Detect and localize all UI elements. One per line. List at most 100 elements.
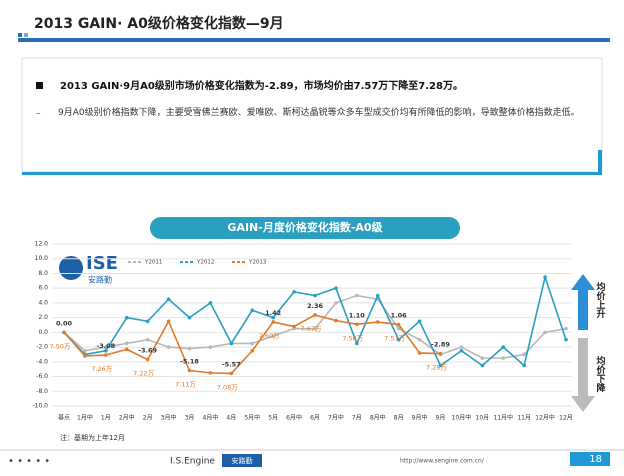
slide-title: 2013 GAIN· A0级价格变化指数—9月	[34, 15, 284, 32]
chart-title-bg	[150, 217, 460, 239]
y-tick-label: -6.0	[36, 373, 48, 380]
point	[104, 348, 108, 353]
point	[522, 363, 526, 368]
x-tick-label: 12月	[559, 415, 573, 422]
summary-box	[21, 57, 603, 173]
point	[271, 320, 275, 324]
point	[438, 363, 443, 368]
point	[438, 351, 443, 356]
x-tick-label: 1月中	[77, 414, 93, 422]
x-tick-label: 8月中	[370, 414, 386, 422]
x-tick-label: 12月中	[535, 414, 555, 422]
point	[564, 337, 568, 342]
point	[417, 337, 422, 342]
x-tick-label: 11月	[517, 415, 531, 422]
point	[208, 345, 213, 349]
x-tick-label: 6月	[310, 415, 320, 422]
y-tick-label: -4.0	[36, 358, 48, 365]
price-label: 7.67万	[301, 325, 322, 333]
point	[480, 363, 485, 368]
point	[229, 371, 234, 376]
point	[104, 353, 108, 357]
x-tick-label: 基点	[58, 414, 70, 422]
point	[145, 337, 150, 342]
down-label: 均价下降	[595, 355, 606, 393]
price-label: 7.60万	[259, 332, 280, 340]
y-tick-label: -8.0	[36, 388, 48, 395]
data-label: -3.08	[96, 342, 115, 350]
point	[313, 313, 317, 317]
footer-dots: • • • • •	[8, 456, 50, 467]
point	[543, 330, 547, 335]
x-tick-label: 8月	[394, 415, 404, 422]
point	[355, 293, 359, 298]
point	[480, 356, 485, 360]
price-label: 7.57万	[384, 335, 405, 343]
point	[396, 326, 401, 331]
point	[334, 286, 338, 290]
logo-mark	[59, 256, 83, 280]
point	[124, 315, 129, 320]
x-tick-label: 4月中	[203, 414, 219, 422]
point	[187, 315, 192, 320]
dash: –	[36, 109, 41, 119]
y-tick-label: 6.0	[38, 285, 48, 292]
data-label: 1.06	[391, 312, 408, 320]
point	[250, 348, 255, 353]
y-tick-label: 10.0	[35, 255, 49, 262]
point	[83, 354, 87, 358]
legend-label: Y2013	[248, 260, 267, 266]
point	[271, 315, 275, 320]
y-tick-label: -10.0	[32, 403, 48, 410]
x-tick-label: 3月中	[161, 414, 177, 422]
logo-sub: 安路勤	[88, 275, 112, 285]
down-arrow	[571, 338, 595, 412]
data-label: -5.57	[222, 360, 241, 368]
point	[292, 324, 296, 329]
point	[250, 341, 255, 346]
summary-border	[22, 172, 602, 175]
x-tick-label: 9月	[436, 415, 446, 422]
point	[459, 348, 464, 353]
point	[334, 301, 338, 305]
price-label: 7.26万	[91, 365, 112, 373]
point	[355, 322, 359, 327]
point	[250, 308, 255, 313]
point	[62, 330, 66, 335]
price-label: 7.22万	[133, 370, 154, 378]
y-tick-label: 4.0	[38, 299, 48, 306]
header-bar	[18, 38, 610, 42]
x-tick-label: 4月	[226, 415, 236, 422]
headline: 2013 GAIN·9月A0级别市场价格变化指数为-2.89，市场均价由7.57…	[60, 79, 463, 92]
point	[124, 347, 129, 352]
brand: I.S.Engine	[170, 457, 215, 467]
price-label: 7.11万	[175, 381, 196, 389]
plot: 12.0 10.0 8.0 6.0 4.0 2.0 0.0 -2.0 -4.0 -6.0 -8.0 -…	[32, 241, 572, 422]
point	[271, 334, 275, 338]
data-label: -5.18	[180, 358, 199, 366]
legend-label: Y2012	[196, 260, 214, 266]
price-label: 7.28万	[426, 364, 447, 372]
deco	[24, 33, 28, 37]
x-tick-label: 2月中	[119, 414, 135, 422]
data-label: -2.89	[431, 341, 450, 349]
x-tick-label: 9月中	[412, 414, 428, 422]
bullet	[36, 82, 43, 89]
summary-border	[598, 150, 602, 175]
point	[187, 346, 192, 351]
point	[417, 351, 422, 355]
point	[417, 319, 422, 324]
price-label: 7.08万	[217, 383, 238, 391]
data-label: 1.10	[349, 311, 366, 319]
point	[375, 320, 380, 324]
x-tick-label: 1月	[101, 415, 111, 422]
point	[522, 352, 526, 357]
y-tick-label: 0.0	[38, 329, 48, 336]
logo: ISE	[86, 253, 118, 274]
detail-box: 9月A0级别价格指数下降，主要受雪佛兰赛欧、爱唯欧、斯柯达晶锐等众多车型成交价均…	[58, 108, 580, 118]
point	[166, 345, 171, 349]
x-tick-label: 2月	[143, 415, 153, 422]
up-arrow	[571, 274, 595, 330]
y-tick-label: 12.0	[35, 241, 49, 248]
